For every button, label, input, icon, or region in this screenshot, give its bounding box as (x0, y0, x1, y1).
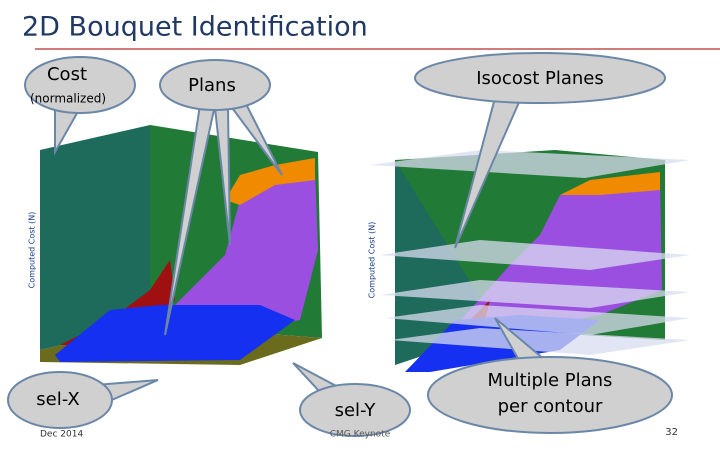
surface-orange (225, 158, 315, 205)
left-plot: Computed Cost (N) (28, 125, 322, 365)
callout-plans: Plans (159, 59, 283, 336)
callout-bubble (427, 356, 673, 434)
callout-text: per contour (498, 396, 603, 417)
callout-text: sel-Y (335, 400, 377, 421)
isocost-plane (380, 280, 690, 308)
y-axis-label: Computed Cost (N) (28, 212, 37, 289)
footer-page: 32 (665, 427, 678, 438)
callout-sel-y: sel-Y (292, 362, 411, 437)
callout-multiple: Multiple Plans per contour (427, 317, 673, 434)
surface-orange (560, 172, 660, 195)
isocost-plane (370, 150, 690, 178)
left-wall (40, 125, 150, 350)
callout-bubble (159, 59, 271, 111)
callout-bubble (414, 52, 666, 104)
callout-text: Isocost Planes (476, 68, 604, 89)
callout-bubble (24, 56, 136, 114)
surface-purple (95, 170, 318, 340)
callout-isocost: Isocost Planes (414, 52, 666, 249)
callout-bubble (299, 383, 411, 437)
slide-title: 2D Bouquet Identification (22, 12, 368, 43)
callout-text: Plans (188, 75, 236, 96)
callout-text: sel-X (36, 389, 79, 410)
y-axis-label: Computed Cost (N) (368, 222, 377, 299)
callout-cost: Cost (normalized) (24, 56, 136, 156)
surface-blue (55, 305, 295, 362)
footer-date: Dec 2014 (40, 430, 83, 440)
callout-sel-x: sel-X (7, 371, 159, 429)
footer-event: CMG Keynote (330, 430, 391, 440)
isocost-plane (385, 305, 690, 335)
callout-bubble (7, 371, 113, 429)
isocost-plane (380, 240, 690, 270)
isocost-plane (390, 328, 690, 355)
right-plot: Computed Cost (N) (368, 150, 690, 372)
callout-subtext: (normalized) (30, 92, 106, 106)
callout-text: Multiple Plans (488, 370, 613, 391)
callout-text: Cost (47, 64, 87, 85)
